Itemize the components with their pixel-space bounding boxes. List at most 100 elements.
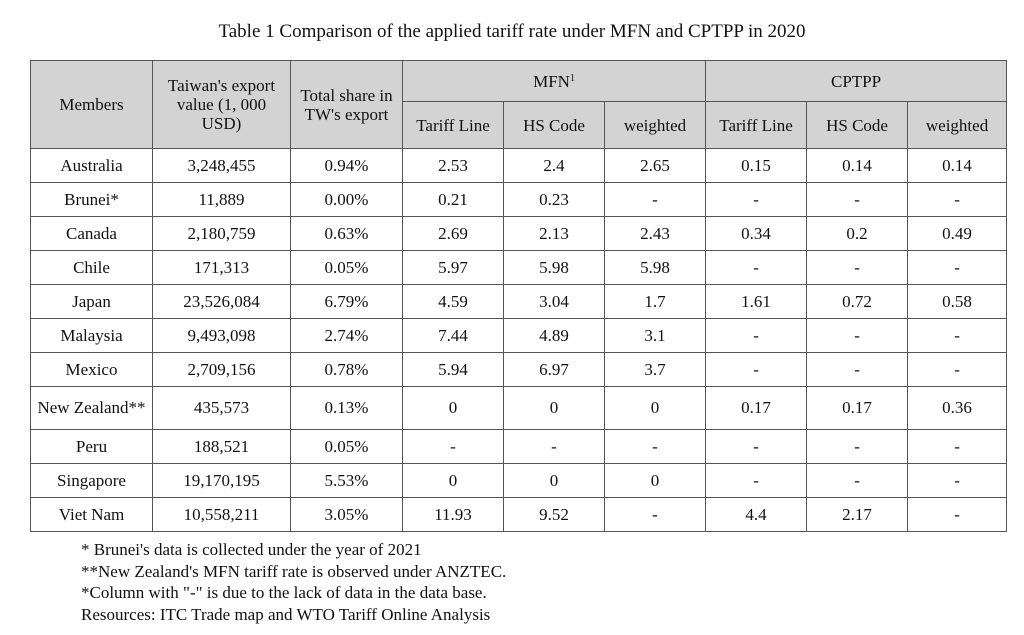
cell-total-share: 5.53% [290, 463, 403, 498]
cell-cptpp-tariff-line: 1.61 [705, 284, 808, 319]
cell-cptpp-hs-code: - [806, 182, 909, 217]
table-body: Australia 3,248,455 0.94% 2.53 2.4 2.65 0.15 0.… [30, 148, 1008, 532]
cell-mfn-hs-code: 5.98 [503, 250, 605, 285]
cell-mfn-hs-code: 2.4 [503, 148, 605, 183]
table-row: Viet Nam 10,558,211 3.05% 11.93 9.52-4.4 2.17… [30, 497, 1008, 532]
cell-mfn-hs-code: 6.97 [503, 352, 605, 387]
cell-cptpp-weighted: 0.14 [907, 148, 1008, 183]
cell-mfn-weighted: 0 [603, 463, 707, 498]
header-cptpp: CPTPP [705, 60, 1008, 102]
table-caption: Table 1 Comparison of the applied tariff… [218, 21, 806, 42]
tariff-comparison-table: Members Taiwan's export value (1, 000 US… [30, 60, 1008, 532]
header-mfn-weighted: weighted [603, 101, 707, 149]
cell-mfn-tariff-line: 2.69 [402, 216, 504, 251]
cell-cptpp-tariff-line: - [705, 352, 808, 387]
cell-total-share: 0.63% [290, 216, 403, 251]
cell-mfn-hs-code: 2.13 [503, 216, 605, 251]
header-members: Members [30, 60, 153, 149]
cell-cptpp-hs-code: - [806, 352, 909, 387]
cell-member: Australia [30, 148, 153, 183]
cell-mfn-weighted: - [603, 182, 707, 217]
cell-cptpp-hs-code: - [806, 318, 909, 353]
cell-cptpp-tariff-line: - [705, 318, 808, 353]
cell-mfn-hs-code: 0 [503, 463, 605, 498]
cell-mfn-hs-code: 9.52 [503, 497, 605, 532]
cell-export-value: 188,521 [152, 429, 291, 464]
cell-cptpp-weighted: - [907, 318, 1008, 353]
cell-mfn-tariff-line: 2.53 [402, 148, 504, 183]
cell-member: Mexico [30, 352, 153, 387]
cell-cptpp-hs-code: - [806, 429, 909, 464]
cell-cptpp-weighted: - [907, 250, 1008, 285]
cell-mfn-tariff-line: 4.59 [402, 284, 504, 319]
cell-member: Canada [30, 216, 153, 251]
cell-cptpp-weighted: 0.36 [907, 386, 1008, 430]
cell-mfn-tariff-line: 0.21 [402, 182, 504, 217]
header-cptpp-weighted: weighted [907, 101, 1008, 149]
note-line: Resources: ITC Trade map and WTO Tariff … [81, 604, 491, 624]
note-line: *Column with "-" is due to the lack of d… [81, 583, 487, 602]
cell-cptpp-weighted: 0.58 [907, 284, 1008, 319]
cell-mfn-tariff-line: 11.93 [402, 497, 504, 532]
cell-cptpp-weighted: - [907, 497, 1008, 532]
cell-mfn-weighted: 3.7 [603, 352, 707, 387]
cell-export-value: 10,558,211 [152, 497, 291, 532]
cell-mfn-weighted: 2.65 [603, 148, 707, 183]
cell-mfn-tariff-line: 7.44 [402, 318, 504, 353]
header-total-share-label: Total share in TW's export [300, 85, 393, 124]
cell-mfn-tariff-line: 0 [402, 463, 504, 498]
table-row: Australia 3,248,455 0.94% 2.53 2.4 2.65 0.15 0.… [30, 148, 1008, 183]
cell-mfn-tariff-line: 0 [402, 386, 504, 430]
cell-mfn-hs-code: 3.04 [503, 284, 605, 319]
table-row: Peru 188,521 0.05% - - - - - - [30, 429, 1008, 464]
table-row: Mexico 2,709,156 0.78% 5.94 6.97 3.7- - - [30, 352, 1008, 387]
table-row: Japan 23,526,084 6.79% 4.59 3.04 1.7 1.61 0.72 0… [30, 284, 1008, 319]
cell-member: Singapore [30, 463, 153, 498]
cell-mfn-weighted: 1.7 [603, 284, 707, 319]
cell-mfn-hs-code: 0 [503, 386, 605, 430]
table-row: Canada 2,180,759 0.63% 2.69 2.13 2.43 0.34 0.2 0… [30, 216, 1008, 251]
cell-export-value: 19,170,195 [152, 463, 291, 498]
header-total-share: Total share in TW's export [290, 60, 403, 149]
cell-total-share: 0.05% [290, 429, 403, 464]
cell-total-share: 0.13% [290, 386, 403, 430]
cell-cptpp-hs-code: - [806, 250, 909, 285]
cell-mfn-hs-code: - [503, 429, 605, 464]
cell-total-share: 2.74% [290, 318, 403, 353]
cell-export-value: 9,493,098 [152, 318, 291, 353]
cell-export-value: 435,573 [152, 386, 291, 430]
header-row-top: Members Taiwan's export value (1, 000 US… [30, 60, 1008, 149]
header-mfn: MFN1 [401, 60, 707, 102]
table-row: Singapore 19,170,195 5.53% 0 0 0- - - [30, 463, 1008, 498]
cell-mfn-weighted: - [603, 497, 707, 532]
cell-cptpp-weighted: - [907, 182, 1008, 217]
header-mfn-hs-code: HS Code [503, 101, 605, 149]
table-row: Brunei* 11,889 0.00% 0.21 0.23- - - - [30, 182, 1008, 217]
cell-cptpp-hs-code: - [806, 463, 909, 498]
cell-export-value: 23,526,084 [152, 284, 291, 319]
cell-export-value: 2,180,759 [152, 216, 291, 251]
cell-member: Malaysia [30, 318, 153, 353]
cell-total-share: 0.05% [290, 250, 403, 285]
cell-member: Peru [30, 429, 153, 464]
header-mfn-tariff-line: Tariff Line [402, 101, 504, 149]
cell-cptpp-hs-code: 2.17 [806, 497, 909, 532]
header-export-value-label: Taiwan's export value (1, 000 USD) [167, 76, 276, 133]
cell-cptpp-hs-code: 0.14 [806, 148, 909, 183]
cell-total-share: 3.05% [290, 497, 403, 532]
cell-total-share: 0.00% [290, 182, 403, 217]
cell-mfn-hs-code: 0.23 [503, 182, 605, 217]
cell-cptpp-tariff-line: 0.34 [705, 216, 808, 251]
header-row-sub: Tariff Line HS Code weighted Tariff Line… [31, 101, 1008, 149]
note-line: * Brunei's data is collected under the y… [81, 540, 422, 559]
cell-mfn-hs-code: 4.89 [503, 318, 605, 353]
table-notes: * Brunei's data is collected under the y… [81, 539, 506, 625]
cell-total-share: 6.79% [290, 284, 403, 319]
cell-member: Brunei* [30, 182, 153, 217]
cell-mfn-weighted: - [603, 429, 707, 464]
cell-cptpp-hs-code: 0.17 [806, 386, 909, 430]
cell-cptpp-hs-code: 0.2 [806, 216, 909, 251]
cell-export-value: 2,709,156 [152, 352, 291, 387]
cell-cptpp-weighted: - [907, 429, 1008, 464]
cell-cptpp-tariff-line: - [705, 463, 808, 498]
